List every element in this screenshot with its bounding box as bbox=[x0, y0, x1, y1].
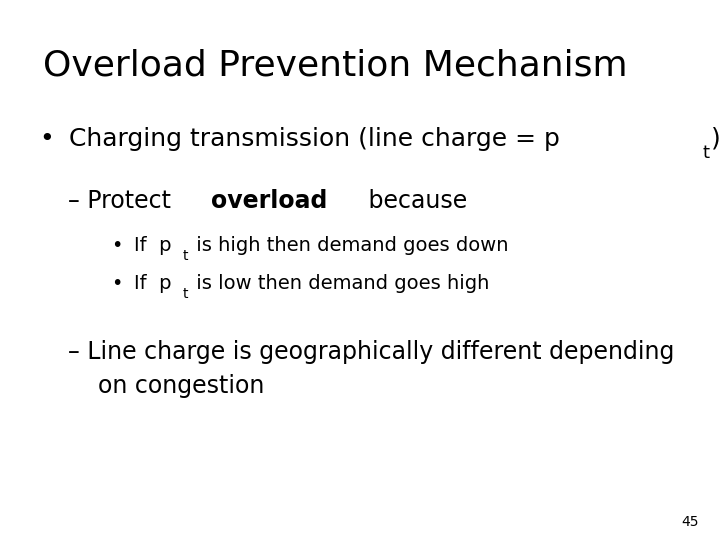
Text: – Protect: – Protect bbox=[68, 189, 179, 213]
Text: – Line charge is geographically different depending
    on congestion: – Line charge is geographically differen… bbox=[68, 340, 675, 397]
Text: 45: 45 bbox=[681, 515, 698, 529]
Text: •: • bbox=[112, 236, 129, 255]
Text: If  p: If p bbox=[135, 236, 172, 255]
Text: because: because bbox=[361, 189, 467, 213]
Text: If  p: If p bbox=[135, 274, 172, 293]
Text: overload: overload bbox=[211, 189, 328, 213]
Text: Overload Prevention Mechanism: Overload Prevention Mechanism bbox=[43, 49, 628, 83]
Text: is high then demand goes down: is high then demand goes down bbox=[190, 236, 508, 255]
Text: t: t bbox=[183, 249, 188, 263]
Text: •: • bbox=[112, 274, 129, 293]
Text: Charging transmission (line charge = p: Charging transmission (line charge = p bbox=[69, 127, 560, 151]
Text: t: t bbox=[702, 144, 709, 161]
Text: ): ) bbox=[711, 127, 720, 151]
Text: t: t bbox=[183, 287, 188, 301]
Text: is low then demand goes high: is low then demand goes high bbox=[190, 274, 489, 293]
Text: •: • bbox=[40, 127, 63, 151]
